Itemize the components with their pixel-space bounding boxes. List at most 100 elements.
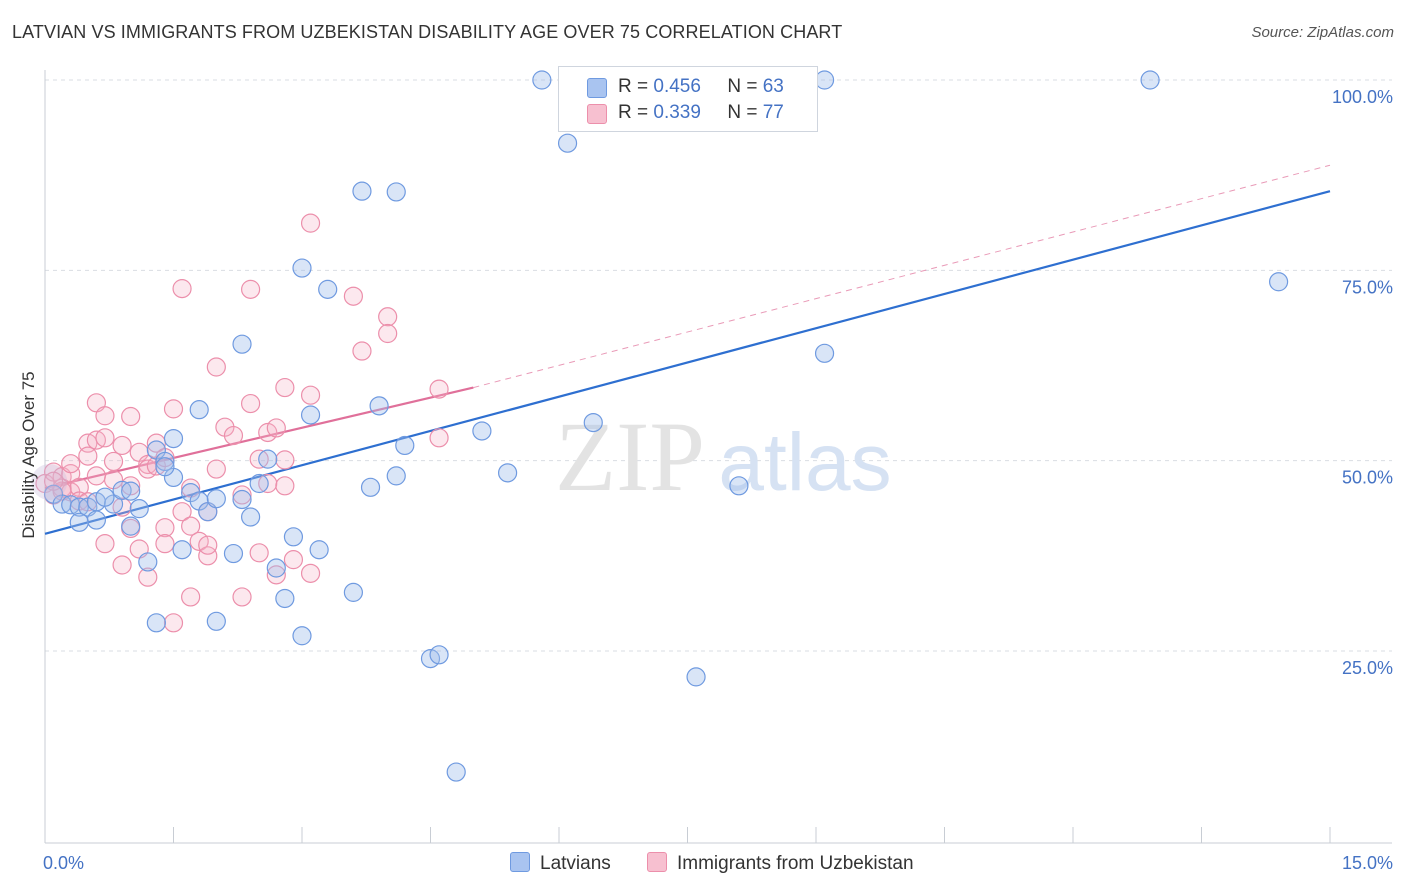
latvians-point xyxy=(249,473,269,494)
latvians-point xyxy=(129,499,149,519)
uzbekistan-point xyxy=(429,428,449,448)
x-tick-label: 15.0% xyxy=(1342,853,1393,873)
latvians-point xyxy=(532,70,552,90)
uzbekistan-point xyxy=(163,399,184,419)
latvians-point xyxy=(86,510,107,530)
uzbekistan-point xyxy=(206,357,226,377)
uzbekistan-point xyxy=(95,534,115,554)
latvians-point xyxy=(300,405,321,425)
latvians-point xyxy=(369,396,389,416)
uzbekistan-point xyxy=(275,377,295,398)
latvians-point xyxy=(729,476,749,496)
uzbekistan-point xyxy=(163,613,184,633)
cluster-point xyxy=(31,463,68,500)
uzbekistan-point xyxy=(112,435,132,456)
latvians-point xyxy=(1140,70,1160,90)
uzbekistan-point xyxy=(275,450,295,470)
latvians-point xyxy=(446,762,466,782)
latvians-point xyxy=(206,611,226,631)
uzbekistan-point xyxy=(258,422,278,443)
watermark-atlas: atlas xyxy=(718,417,891,508)
uzbekistan-point xyxy=(172,279,192,299)
latvians-point xyxy=(223,543,244,564)
r-label: R = xyxy=(618,102,649,123)
latvians-point xyxy=(557,133,578,153)
uzbekistan-point xyxy=(378,323,398,344)
uzbekistan-point xyxy=(78,446,98,466)
latvians-point xyxy=(95,487,115,507)
r-label: R = xyxy=(618,76,649,97)
uzbekistan-point xyxy=(95,428,115,448)
uzbekistan-point xyxy=(241,393,261,414)
y-tick-label: 100.0% xyxy=(1332,87,1393,107)
uzbekistan-point xyxy=(155,518,175,538)
latvians-point xyxy=(266,558,286,578)
uzbekistan-point xyxy=(181,587,201,607)
y-axis-title: Disability Age Over 75 xyxy=(19,371,38,538)
uzbekistan-swatch xyxy=(587,104,607,124)
uzbekistan-point xyxy=(343,286,363,306)
watermark-zip: ZIP xyxy=(555,401,705,512)
uzbekistan-point xyxy=(352,341,372,361)
latvians-point xyxy=(206,489,226,509)
latvians-point xyxy=(429,645,449,665)
uzbekistan-point xyxy=(232,587,252,607)
latvians-trend-line xyxy=(44,190,1331,535)
legend-label: Latvians xyxy=(540,853,611,874)
y-tick-label: 75.0% xyxy=(1342,277,1393,297)
latvians-point xyxy=(1268,272,1289,292)
y-tick-label: 50.0% xyxy=(1342,468,1393,488)
latvians-point xyxy=(189,400,209,420)
latvians-point xyxy=(386,182,406,202)
latvians-point xyxy=(138,552,158,572)
tick-labels: 25.0% 50.0% 75.0% 100.0% 0.0% 15.0% xyxy=(43,87,1393,873)
latvians-point xyxy=(163,428,184,449)
latvians-point xyxy=(283,527,304,547)
n-label: N = xyxy=(727,76,758,97)
latvians-point xyxy=(814,343,835,363)
latvians-point xyxy=(309,540,329,560)
uzbekistan-point xyxy=(429,379,449,399)
n-label: N = xyxy=(727,102,758,123)
uzbekistan-point xyxy=(206,459,226,479)
uzbekistan-point xyxy=(275,476,295,496)
r-value: 0.456 xyxy=(653,76,701,97)
stats-legend: R = 0.456 N = 63 R = 0.339 N = 77 xyxy=(558,66,818,132)
uzbekistan-point xyxy=(121,406,141,427)
latvians-point xyxy=(121,481,141,501)
uzbekistan-point xyxy=(121,476,141,496)
uzbekistan-point xyxy=(155,534,175,554)
uzbekistan-swatch xyxy=(647,852,667,872)
latvians-swatch xyxy=(587,78,607,98)
uzbekistan-point xyxy=(103,451,124,472)
legend-item-uzbekistan[interactable]: Immigrants from Uzbekistan xyxy=(647,852,914,875)
latvians-point xyxy=(814,70,835,90)
data-points xyxy=(31,70,1289,782)
uzbekistan-trend-extension xyxy=(473,164,1331,389)
latvians-swatch xyxy=(510,852,530,872)
gridlines xyxy=(45,79,1392,652)
uzbekistan-point xyxy=(300,385,321,405)
latvians-point xyxy=(498,463,518,483)
latvians-point xyxy=(258,449,278,469)
uzbekistan-point xyxy=(181,516,201,536)
uzbekistan-point xyxy=(198,535,218,555)
r-value: 0.339 xyxy=(653,102,701,123)
legend-item-latvians[interactable]: Latvians xyxy=(510,852,611,875)
latvians-point xyxy=(172,540,192,560)
x-tick-label: 0.0% xyxy=(43,853,84,873)
uzbekistan-point xyxy=(300,563,321,583)
latvians-point xyxy=(292,258,312,278)
source-credit: Source: ZipAtlas.com xyxy=(1251,24,1394,41)
n-value: 63 xyxy=(762,76,784,97)
y-tick-label: 25.0% xyxy=(1342,658,1393,678)
latvians-point xyxy=(360,477,381,497)
uzbekistan-point xyxy=(266,565,286,585)
latvians-point xyxy=(318,279,338,299)
uzbekistan-point xyxy=(112,555,132,575)
latvians-point xyxy=(275,588,295,609)
chart-title: LATVIAN VS IMMIGRANTS FROM UZBEKISTAN DI… xyxy=(12,22,843,42)
uzbekistan-point xyxy=(61,454,81,474)
uzbekistan-point xyxy=(283,550,304,570)
latvians-point xyxy=(69,512,89,532)
